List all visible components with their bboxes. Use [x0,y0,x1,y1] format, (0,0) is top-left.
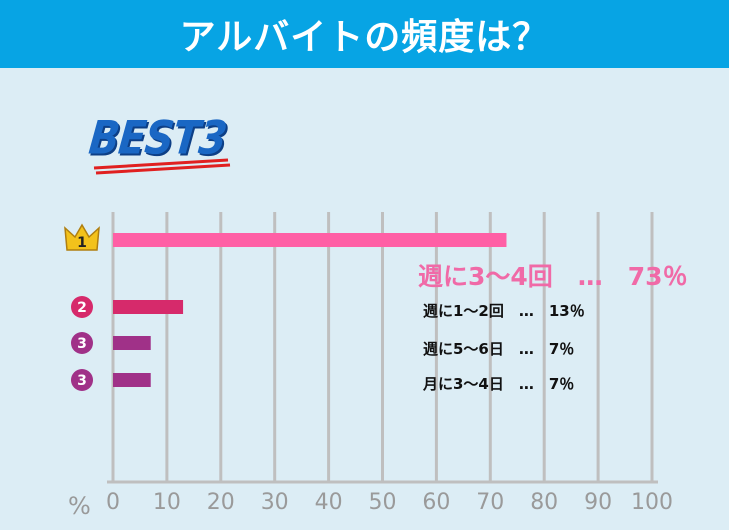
bar [113,233,507,247]
bar-label-rank2: 週に1～2回 … 13％ [423,302,585,320]
x-tick-label: 80 [530,490,558,515]
x-tick-label: 100 [631,490,673,515]
rank-badge [71,369,93,391]
rank-badge [71,332,93,354]
best3-underline [93,158,231,175]
rank-number: 2 [77,300,87,316]
bar [113,336,151,350]
bar-label-rank3a: 週に5～6日 … 7％ [423,340,575,358]
bar [113,373,151,387]
rank-badge [71,296,93,318]
x-tick-label: 20 [207,490,235,515]
rank-number: 3 [77,336,87,352]
bar-label-rank1: 週に3～4回 … 73％ [418,262,688,291]
crown-icon [64,223,100,251]
header: アルバイトの頻度は？ [0,0,729,68]
bar-label-rank3b: 月に3～4日 … 7％ [423,375,575,393]
rank-number: 1 [77,235,87,251]
bar [113,300,184,314]
x-tick-label: 40 [315,490,343,515]
x-tick-label: 0 [106,490,120,515]
x-tick-label: 10 [153,490,181,515]
axis-unit: % [68,492,91,520]
x-tick-label: 70 [476,490,504,515]
x-tick-label: 50 [369,490,397,515]
x-tick-label: 30 [261,490,289,515]
x-tick-label: 90 [584,490,612,515]
rank-number: 3 [77,373,87,389]
x-tick-label: 60 [422,490,450,515]
page-title: アルバイトの頻度は？ [179,17,550,58]
